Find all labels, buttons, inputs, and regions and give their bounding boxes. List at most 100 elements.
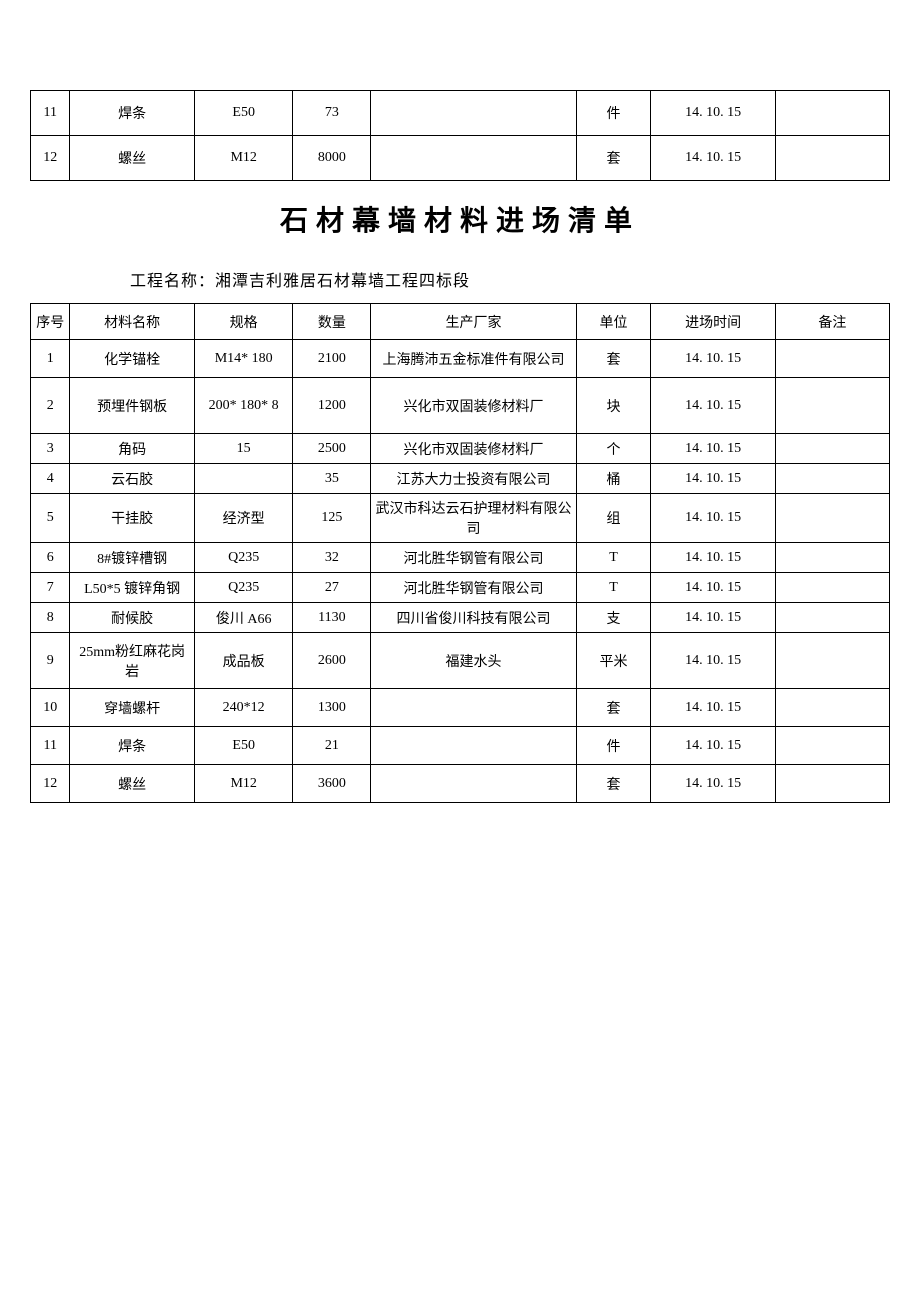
table-cell [371,765,576,803]
table-row: 12螺丝M128000套14. 10. 15 [31,136,890,181]
table-row: 4云石胶35江苏大力士投资有限公司桶14. 10. 15 [31,464,890,494]
table-cell [775,378,889,434]
table-cell [775,765,889,803]
table-cell: 河北胜华钢管有限公司 [371,543,576,573]
table-header-cell: 生产厂家 [371,304,576,340]
table-cell [371,136,576,181]
table-cell: 14. 10. 15 [651,91,775,136]
table-cell: 25mm粉红麻花岗岩 [70,633,194,689]
table-cell: 1 [31,340,70,378]
table-cell: T [576,573,651,603]
table-cell: 14. 10. 15 [651,340,775,378]
table-cell: 个 [576,434,651,464]
table-header-cell: 材料名称 [70,304,194,340]
table-cell: 14. 10. 15 [651,765,775,803]
table-cell: 8 [31,603,70,633]
table-cell [775,689,889,727]
table-cell: 2500 [293,434,371,464]
table-cell: 组 [576,494,651,543]
table-cell: 3 [31,434,70,464]
table-header-row: 序号材料名称规格数量生产厂家单位进场时间备注 [31,304,890,340]
table-cell: 螺丝 [70,765,194,803]
table-cell: 2100 [293,340,371,378]
table-cell: 73 [293,91,371,136]
table-cell: 8000 [293,136,371,181]
table-row: 925mm粉红麻花岗岩成品板2600福建水头平米14. 10. 15 [31,633,890,689]
table-cell: 角码 [70,434,194,464]
table-cell: 干挂胶 [70,494,194,543]
table-cell: 俊川 A66 [194,603,293,633]
table-cell: 14. 10. 15 [651,494,775,543]
table-cell: 3600 [293,765,371,803]
table-cell: 11 [31,727,70,765]
table-cell: 兴化市双固装修材料厂 [371,378,576,434]
table-cell: 块 [576,378,651,434]
table-cell: 9 [31,633,70,689]
table-cell: 14. 10. 15 [651,543,775,573]
table-cell: 支 [576,603,651,633]
table-cell: M14* 180 [194,340,293,378]
table-cell: 2 [31,378,70,434]
table-cell: 套 [576,765,651,803]
table-row: 11焊条E5021件14. 10. 15 [31,727,890,765]
table-cell: 14. 10. 15 [651,464,775,494]
table-row: 1化学锚栓M14* 1802100上海腾沛五金标准件有限公司套14. 10. 1… [31,340,890,378]
table-cell: 预埋件钢板 [70,378,194,434]
table-cell [775,340,889,378]
table-cell [775,573,889,603]
table-cell: 云石胶 [70,464,194,494]
table-cell: 15 [194,434,293,464]
table-cell: 14. 10. 15 [651,603,775,633]
table-row: 2预埋件钢板200* 180* 81200兴化市双固装修材料厂块14. 10. … [31,378,890,434]
table-cell [775,603,889,633]
table-cell: 14. 10. 15 [651,727,775,765]
table-cell: 四川省俊川科技有限公司 [371,603,576,633]
table-row: 5干挂胶经济型125武汉市科达云石护理材料有限公司组14. 10. 15 [31,494,890,543]
partial-table: 11焊条E5073件14. 10. 1512螺丝M128000套14. 10. … [30,90,890,181]
table-row: 7L50*5 镀锌角钢Q23527河北胜华钢管有限公司T14. 10. 15 [31,573,890,603]
table-cell [775,464,889,494]
table-cell: 4 [31,464,70,494]
table-cell: 兴化市双固装修材料厂 [371,434,576,464]
doc-title: 石材幕墙材料进场清单 [30,199,890,239]
table-header-cell: 数量 [293,304,371,340]
table-cell: 2600 [293,633,371,689]
table-cell: 上海腾沛五金标准件有限公司 [371,340,576,378]
table-header-cell: 单位 [576,304,651,340]
table-cell [775,91,889,136]
table-row: 11焊条E5073件14. 10. 15 [31,91,890,136]
table-cell: Q235 [194,543,293,573]
table-cell: 14. 10. 15 [651,633,775,689]
table-cell: 套 [576,136,651,181]
table-row: 3角码152500兴化市双固装修材料厂个14. 10. 15 [31,434,890,464]
table-cell: L50*5 镀锌角钢 [70,573,194,603]
table-cell: E50 [194,727,293,765]
table-row: 8耐候胶俊川 A661130四川省俊川科技有限公司支14. 10. 15 [31,603,890,633]
table-cell: 件 [576,91,651,136]
table-cell: 桶 [576,464,651,494]
table-header-cell: 序号 [31,304,70,340]
table-cell: 武汉市科达云石护理材料有限公司 [371,494,576,543]
table-cell [371,727,576,765]
table-cell: 平米 [576,633,651,689]
table-cell: 河北胜华钢管有限公司 [371,573,576,603]
table-cell: 江苏大力士投资有限公司 [371,464,576,494]
table-cell: 10 [31,689,70,727]
table-row: 10穿墙螺杆240*121300套14. 10. 15 [31,689,890,727]
table-cell: 焊条 [70,91,194,136]
table-cell: 14. 10. 15 [651,689,775,727]
table-cell: 套 [576,340,651,378]
table-cell: Q235 [194,573,293,603]
table-cell: 6 [31,543,70,573]
table-cell: 1130 [293,603,371,633]
table-cell: 件 [576,727,651,765]
table-row: 12螺丝M123600套14. 10. 15 [31,765,890,803]
table-cell: 11 [31,91,70,136]
table-cell: 8#镀锌槽钢 [70,543,194,573]
table-cell: 14. 10. 15 [651,573,775,603]
table-cell: 14. 10. 15 [651,434,775,464]
project-label: 工程名称：湘潭吉利雅居石材幕墙工程四标段 [130,267,890,291]
table-header-cell: 规格 [194,304,293,340]
table-cell [371,689,576,727]
table-cell: 耐候胶 [70,603,194,633]
